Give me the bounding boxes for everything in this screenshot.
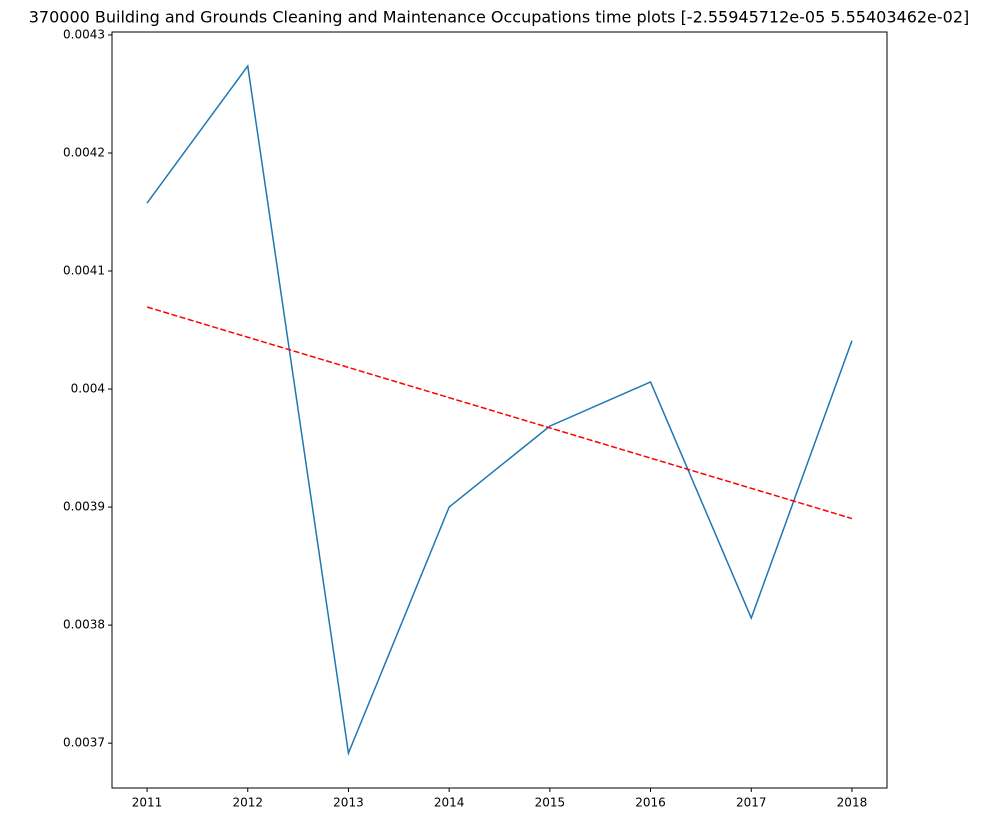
x-tick-label: 2013 (333, 796, 364, 810)
y-tick-label: 0.0043 (63, 27, 105, 41)
y-tick-label: 0.0038 (63, 618, 105, 632)
y-tick-label: 0.0039 (63, 500, 105, 514)
x-tick-label: 2016 (635, 796, 666, 810)
y-tick-label: 0.0042 (63, 145, 105, 159)
x-tick-label: 2017 (736, 796, 767, 810)
x-tick-label: 2011 (132, 796, 163, 810)
y-tick-label: 0.004 (71, 382, 105, 396)
axes-frame (111, 31, 888, 789)
x-tick-label: 2014 (434, 796, 465, 810)
data-line (146, 64, 853, 757)
y-tick-label: 0.0041 (63, 264, 105, 278)
x-tick-label: 2015 (535, 796, 566, 810)
x-tick-label: 2018 (837, 796, 868, 810)
y-tick-label: 0.0037 (63, 736, 105, 750)
x-tick-label: 2012 (232, 796, 263, 810)
data-line (146, 306, 853, 520)
chart-title: 370000 Building and Grounds Cleaning and… (29, 8, 970, 27)
